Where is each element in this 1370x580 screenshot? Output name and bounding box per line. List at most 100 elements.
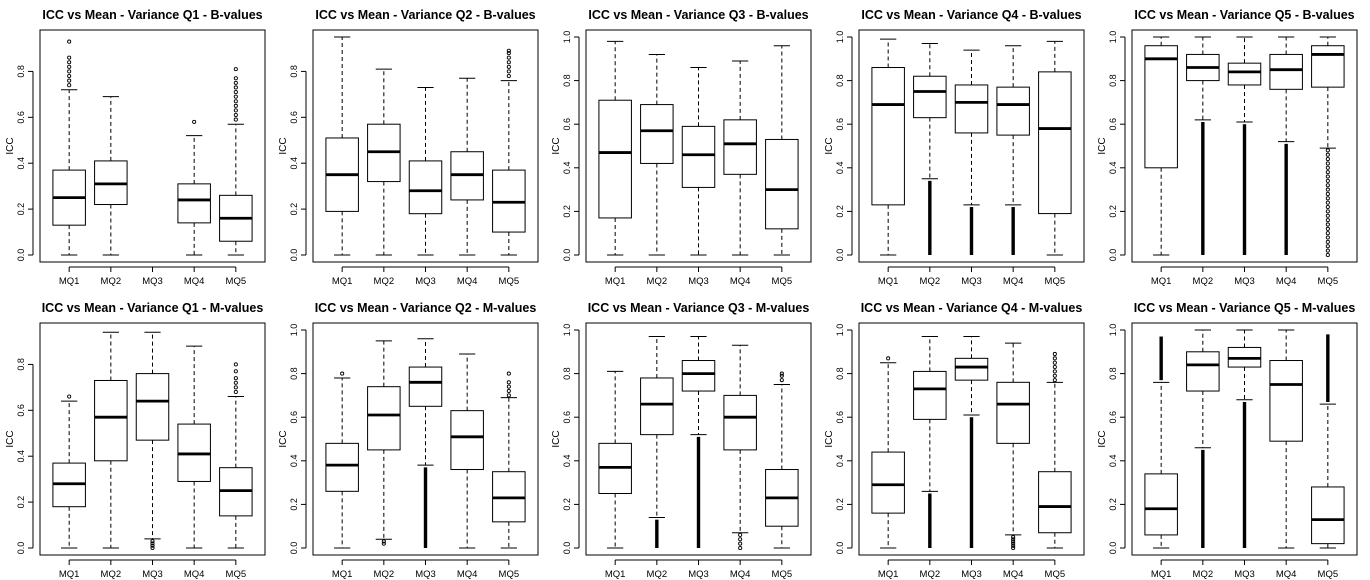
y-tick-label: 1.0 xyxy=(562,324,572,337)
outlier-point xyxy=(233,376,238,381)
y-tick-label: 0.4 xyxy=(16,450,26,463)
x-tick-label: MQ2 xyxy=(374,569,395,580)
box-iqr xyxy=(640,104,674,164)
y-tick-label: 1.0 xyxy=(835,324,845,337)
outlier-point xyxy=(506,371,511,376)
outlier-point xyxy=(1325,152,1330,157)
outlier-point xyxy=(233,85,238,90)
box-iqr xyxy=(1186,351,1220,392)
box-mq3 xyxy=(681,336,716,548)
outlier-point xyxy=(150,539,155,544)
y-tick-label: 0.6 xyxy=(562,118,572,131)
x-tick-label: MQ1 xyxy=(878,569,899,580)
y-tick-label: 0.0 xyxy=(835,249,845,262)
x-tick-label: MQ2 xyxy=(920,276,941,287)
outlier-point xyxy=(1325,209,1330,214)
box-iqr xyxy=(871,451,905,514)
x-tick-label: MQ4 xyxy=(730,569,751,580)
outlier-point xyxy=(738,532,743,537)
outlier-point xyxy=(233,90,238,95)
outlier-point xyxy=(233,76,238,81)
panel-title: ICC vs Mean - Variance Q2 - B-values xyxy=(315,8,535,22)
box-iqr xyxy=(408,366,443,407)
y-tick-label: 1.0 xyxy=(562,31,572,44)
y-axis-label: ICC xyxy=(824,430,835,447)
y-tick-label: 0.8 xyxy=(562,74,572,87)
y-axis-label: ICC xyxy=(5,137,16,154)
outlier-point xyxy=(67,69,72,74)
y-axis-label: ICC xyxy=(5,430,16,447)
y-tick-label: 1.0 xyxy=(289,324,299,337)
outlier-point xyxy=(506,69,511,74)
box-mq4 xyxy=(177,119,211,256)
outlier-point xyxy=(233,80,238,85)
box-iqr xyxy=(723,119,757,175)
panel-title: ICC vs Mean - Variance Q3 - B-values xyxy=(588,8,808,22)
y-tick-label: 0.0 xyxy=(289,249,299,262)
outlier-point xyxy=(1011,537,1016,542)
box-iqr xyxy=(367,386,401,451)
box-mq5 xyxy=(765,45,799,256)
x-tick-label: MQ3 xyxy=(1234,569,1255,580)
outlier-point xyxy=(1325,196,1330,201)
plot-frame xyxy=(39,29,266,263)
x-tick-label: MQ5 xyxy=(226,569,247,580)
y-tick-label: 1.0 xyxy=(1108,324,1118,337)
y-tick-label: 0.2 xyxy=(16,203,26,216)
outlier-point xyxy=(233,380,238,385)
y-tick-label: 0.0 xyxy=(289,542,299,555)
outlier-point xyxy=(1325,218,1330,223)
outlier-point xyxy=(1325,222,1330,227)
x-tick-label: MQ1 xyxy=(332,276,353,287)
box-iqr xyxy=(913,370,947,420)
panel-title: ICC vs Mean - Variance Q5 - B-values xyxy=(1134,8,1354,22)
box-mq2 xyxy=(640,336,674,548)
y-tick-label: 0.2 xyxy=(562,498,572,511)
y-tick-label: 0.8 xyxy=(16,65,26,78)
x-tick-label: MQ1 xyxy=(1151,276,1172,287)
box-mq4 xyxy=(723,344,757,551)
box-mq1 xyxy=(52,394,86,549)
box-iqr xyxy=(723,394,757,451)
plot-frame xyxy=(858,322,1085,556)
y-tick-label: 0.0 xyxy=(562,249,572,262)
x-tick-label: MQ4 xyxy=(1276,569,1297,580)
x-tick-label: MQ2 xyxy=(920,569,941,580)
outlier-point xyxy=(1011,543,1016,548)
x-tick-label: MQ2 xyxy=(647,569,668,580)
outlier-point xyxy=(381,539,386,544)
outlier-point xyxy=(506,60,511,65)
box-mq5 xyxy=(765,371,799,549)
y-tick-label: 0.0 xyxy=(1108,542,1118,555)
x-tick-label: MQ5 xyxy=(1045,569,1066,580)
box-mq3 xyxy=(1227,329,1262,548)
box-mq4 xyxy=(450,77,484,256)
outlier-point xyxy=(1325,170,1330,175)
box-iqr xyxy=(1227,62,1262,86)
y-tick-label: 0.4 xyxy=(835,162,845,175)
outlier-point xyxy=(233,112,238,118)
plot-frame xyxy=(1131,29,1358,263)
box-mq4 xyxy=(177,345,211,549)
box-mq4 xyxy=(996,342,1030,551)
box-mq3 xyxy=(408,338,443,548)
plot-frame xyxy=(312,322,539,556)
box-mq3 xyxy=(681,67,716,256)
x-tick-label: MQ1 xyxy=(1151,569,1172,580)
box-mq1 xyxy=(325,36,359,256)
box-iqr xyxy=(1038,71,1072,215)
outlier-point xyxy=(1325,252,1330,258)
panel-5: ICC vs Mean - Variance Q5 - B-valuesICC0… xyxy=(1097,8,1358,287)
outlier-point xyxy=(67,78,72,83)
x-tick-label: MQ2 xyxy=(647,276,668,287)
box-iqr xyxy=(640,377,674,436)
box-mq1 xyxy=(598,40,632,256)
outlier-point xyxy=(1325,174,1330,179)
outlier-point xyxy=(233,103,238,108)
y-axis-label: ICC xyxy=(551,137,562,154)
outlier-point xyxy=(150,541,155,546)
y-tick-label: 0.2 xyxy=(289,203,299,216)
outlier-point xyxy=(1052,356,1057,361)
y-tick-label: 0.6 xyxy=(289,111,299,124)
